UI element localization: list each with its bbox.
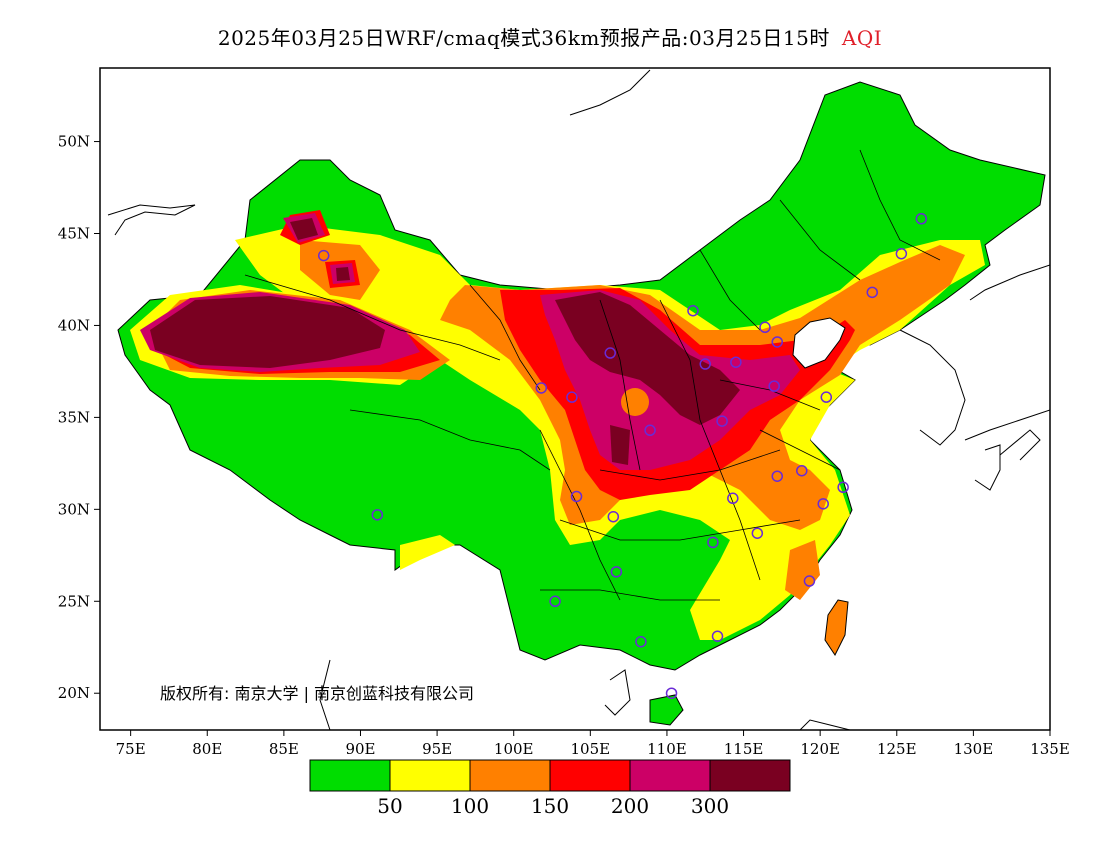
lon-tick-label: 75E: [116, 740, 146, 758]
station-marker: [699, 358, 711, 370]
station-marker: [837, 481, 849, 494]
station-marker: [771, 336, 784, 348]
station-marker: [817, 498, 829, 510]
darkred-band: [150, 218, 740, 425]
station-marker: [915, 213, 928, 225]
lon-tick-label: 90E: [345, 740, 375, 758]
station-marker: [607, 510, 620, 523]
lat-tick-label: 35N: [58, 408, 90, 426]
aqi-colorbar: 50 100 150 200 300: [309, 759, 791, 818]
aqi-field: [107, 69, 1050, 730]
lat-tick-label: 50N: [58, 133, 90, 151]
station-marker: [566, 391, 578, 403]
colorbar-label: 150: [531, 794, 569, 818]
station-marker: [371, 509, 384, 521]
lon-tick-label: 80E: [192, 740, 222, 758]
neighbor-outlines: [107, 69, 1050, 730]
colorbar-swatch: [309, 759, 391, 792]
station-marker: [751, 527, 764, 539]
lon-tick-label: 120E: [800, 740, 840, 758]
longitude-axis: 75E 80E 85E 90E 95E 100E 105E 110E 115E 120E 125E 1…: [116, 730, 1070, 758]
lon-tick-label: 110E: [647, 740, 687, 758]
station-marker: [535, 382, 548, 394]
lat-tick-label: 20N: [58, 684, 90, 702]
darkred-spot: [610, 425, 630, 465]
colorbar-label: 50: [377, 794, 402, 818]
station-marker: [687, 304, 699, 317]
colorbar-swatch: [629, 759, 711, 792]
map-frame: [99, 67, 1051, 731]
station-marker: [771, 470, 784, 482]
lat-tick-label: 30N: [58, 500, 90, 518]
latitude-axis: 50N 45N 40N 35N 30N 25N 20N: [58, 133, 100, 702]
lon-tick-label: 100E: [494, 740, 534, 758]
station-marker: [549, 595, 561, 608]
lon-tick-label: 95E: [422, 740, 452, 758]
lat-tick-label: 40N: [58, 316, 90, 334]
title-variable: AQI: [841, 26, 883, 50]
station-marker: [803, 575, 816, 587]
lon-tick-label: 115E: [724, 740, 764, 758]
station-marker: [796, 464, 808, 477]
station-marker: [610, 566, 623, 578]
map-title: 2025年03月25日WRF/cmaq模式36km预报产品:03月25日15时 A…: [0, 22, 1100, 51]
lat-tick-label: 25N: [58, 592, 90, 610]
station-marker: [820, 391, 833, 403]
lon-tick-label: 105E: [571, 740, 611, 758]
bohai-sea: [792, 317, 846, 369]
station-marker: [727, 492, 739, 505]
colorbar-swatch: [709, 759, 791, 792]
colorbar-swatch: [549, 759, 631, 792]
station-marker: [711, 630, 724, 642]
lon-tick-label: 125E: [877, 740, 917, 758]
station-marker: [317, 249, 330, 262]
station-marker: [730, 356, 742, 368]
station-marker: [866, 286, 879, 299]
copyright-text: 版权所有: 南京大学 | 南京创蓝科技有限公司: [160, 684, 475, 703]
station-marker: [707, 536, 719, 549]
station-marker: [635, 635, 647, 648]
station-marker: [665, 687, 678, 699]
lon-tick-label: 85E: [269, 740, 299, 758]
colorbar-label: 300: [691, 794, 729, 818]
lat-tick-label: 45N: [58, 225, 90, 243]
colorbar-label: 100: [451, 794, 489, 818]
station-marker: [895, 247, 908, 260]
lon-tick-label: 130E: [954, 740, 994, 758]
province-boundaries: [244, 149, 941, 601]
colorbar-swatch: [469, 759, 551, 792]
station-marker: [716, 415, 728, 427]
station-markers: [317, 213, 928, 699]
station-marker: [604, 347, 616, 359]
station-marker: [768, 380, 780, 392]
station-marker: [759, 321, 771, 334]
station-marker: [644, 424, 656, 437]
hainan-island: [649, 694, 684, 726]
colorbar-label: 200: [611, 794, 649, 818]
title-main: 2025年03月25日WRF/cmaq模式36km预报产品:03月25日15时: [217, 26, 830, 50]
lon-tick-label: 135E: [1030, 740, 1070, 758]
station-marker: [570, 490, 583, 503]
taiwan-island: [824, 599, 849, 656]
colorbar-swatch: [389, 759, 471, 792]
